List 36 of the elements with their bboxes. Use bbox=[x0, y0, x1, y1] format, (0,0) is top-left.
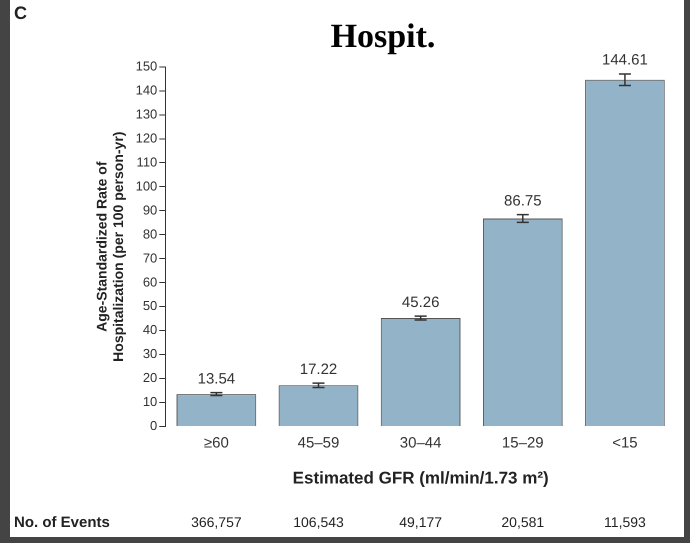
data-label: 86.75 bbox=[504, 192, 542, 210]
y-axis-title: Age-Standardized Rate of Hospitalization (per 100 person-yr) bbox=[93, 132, 126, 362]
y-tick-label: 150 bbox=[136, 58, 158, 74]
x-tick-label: 30–44 bbox=[400, 434, 442, 452]
y-tick-label: 0 bbox=[150, 418, 158, 434]
text: No. of Events bbox=[14, 514, 110, 532]
y-tick-label: 10 bbox=[142, 394, 158, 410]
x-axis-title: Estimated GFR (ml/min/1.73 m²) bbox=[292, 468, 549, 488]
y-tick-label: 30 bbox=[142, 346, 158, 362]
y-tick-label: 130 bbox=[136, 106, 158, 122]
y-tick-label: 140 bbox=[136, 82, 158, 98]
data-label: 144.61 bbox=[602, 52, 648, 69]
y-tick-label: 80 bbox=[142, 226, 158, 242]
y-tick-label: 20 bbox=[142, 370, 158, 386]
chart-title: Hospit. bbox=[330, 18, 436, 56]
text: 366,757 bbox=[191, 514, 242, 530]
y-tick-label: 90 bbox=[142, 202, 158, 218]
text: C bbox=[14, 2, 27, 23]
y-tick-label: 120 bbox=[136, 130, 158, 146]
x-tick-label: ≥60 bbox=[204, 434, 229, 452]
y-tick-label: 110 bbox=[136, 154, 158, 170]
data-label: 45.26 bbox=[402, 294, 440, 311]
y-tick-label: 50 bbox=[142, 298, 158, 314]
y-tick-label: 40 bbox=[142, 322, 158, 338]
y-tick-label: 100 bbox=[136, 178, 158, 194]
data-label: 17.22 bbox=[300, 360, 338, 378]
text: 49,177 bbox=[399, 514, 442, 530]
x-tick-label: 15–29 bbox=[502, 434, 544, 452]
y-tick-label: 60 bbox=[142, 274, 158, 290]
x-tick-label: <15 bbox=[612, 434, 638, 452]
text: 106,543 bbox=[293, 514, 344, 530]
x-tick-label: 45–59 bbox=[298, 434, 340, 452]
data-label: 13.54 bbox=[198, 370, 236, 388]
text: 20,581 bbox=[501, 514, 544, 530]
text: 11,593 bbox=[604, 514, 646, 530]
y-tick-label: 70 bbox=[142, 250, 158, 266]
